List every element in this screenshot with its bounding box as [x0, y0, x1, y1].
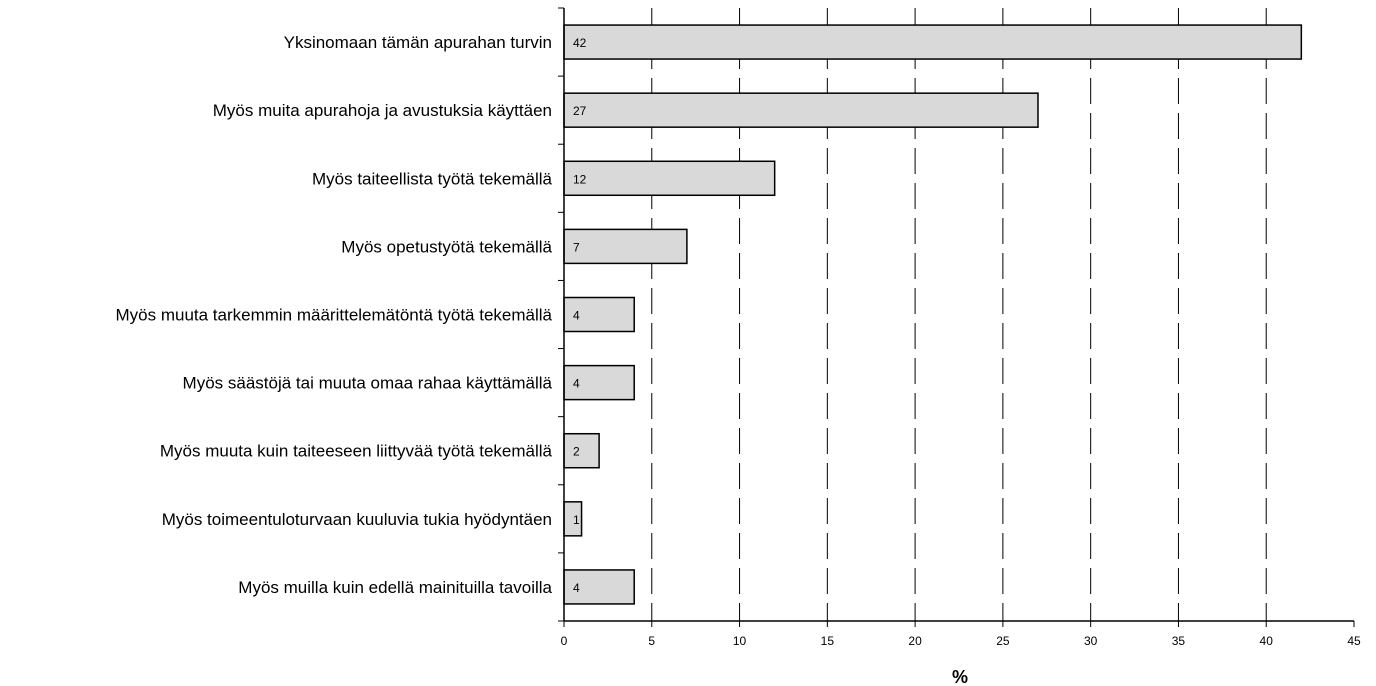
- data-label: 2: [573, 445, 580, 459]
- category-label: Myös säästöjä tai muuta omaa rahaa käytt…: [183, 374, 553, 393]
- bar: [563, 432, 600, 469]
- data-label: 1: [573, 513, 580, 527]
- data-label: 42: [573, 36, 587, 50]
- bars: [563, 24, 1303, 605]
- bar: [563, 92, 1039, 128]
- x-axis-title: %: [952, 667, 968, 686]
- axes: [558, 7, 1355, 627]
- x-tick-label: 40: [1260, 634, 1274, 648]
- x-tick-label: 30: [1084, 634, 1098, 648]
- bar: [563, 296, 635, 333]
- x-tick-label: 5: [648, 634, 655, 648]
- x-tick-label: 45: [1347, 634, 1361, 648]
- data-label: 7: [573, 240, 580, 254]
- bar: [563, 24, 1303, 60]
- bar: [563, 160, 776, 197]
- data-label: 4: [573, 581, 580, 595]
- data-label: 4: [573, 377, 580, 391]
- bar: [563, 228, 688, 265]
- x-tick-label: 0: [561, 634, 568, 648]
- category-label: Yksinomaan tämän apurahan turvin: [284, 33, 552, 52]
- data-label: 27: [573, 104, 587, 118]
- gridlines: [651, 8, 1267, 621]
- category-label: Myös opetustyötä tekemällä: [341, 237, 552, 256]
- data-label: 4: [573, 309, 580, 323]
- x-tick-label: 10: [733, 634, 747, 648]
- x-tick-label: 25: [996, 634, 1010, 648]
- category-label: Myös muita apurahoja ja avustuksia käytt…: [213, 101, 552, 120]
- category-label: Myös muilla kuin edellä mainituilla tavo…: [238, 578, 552, 597]
- x-tick-label: 20: [908, 634, 922, 648]
- category-label: Myös toimeentuloturvaan kuuluvia tukia h…: [162, 510, 552, 529]
- category-label: Myös taiteellista työtä tekemällä: [312, 169, 553, 188]
- category-label: Myös muuta tarkemmin määrittelemätöntä t…: [115, 306, 552, 325]
- category-label: Myös muuta kuin taiteeseen liittyvää työ…: [160, 442, 553, 461]
- data-label: 12: [573, 172, 587, 186]
- x-tick-label: 15: [821, 634, 835, 648]
- x-tick-label: 35: [1172, 634, 1186, 648]
